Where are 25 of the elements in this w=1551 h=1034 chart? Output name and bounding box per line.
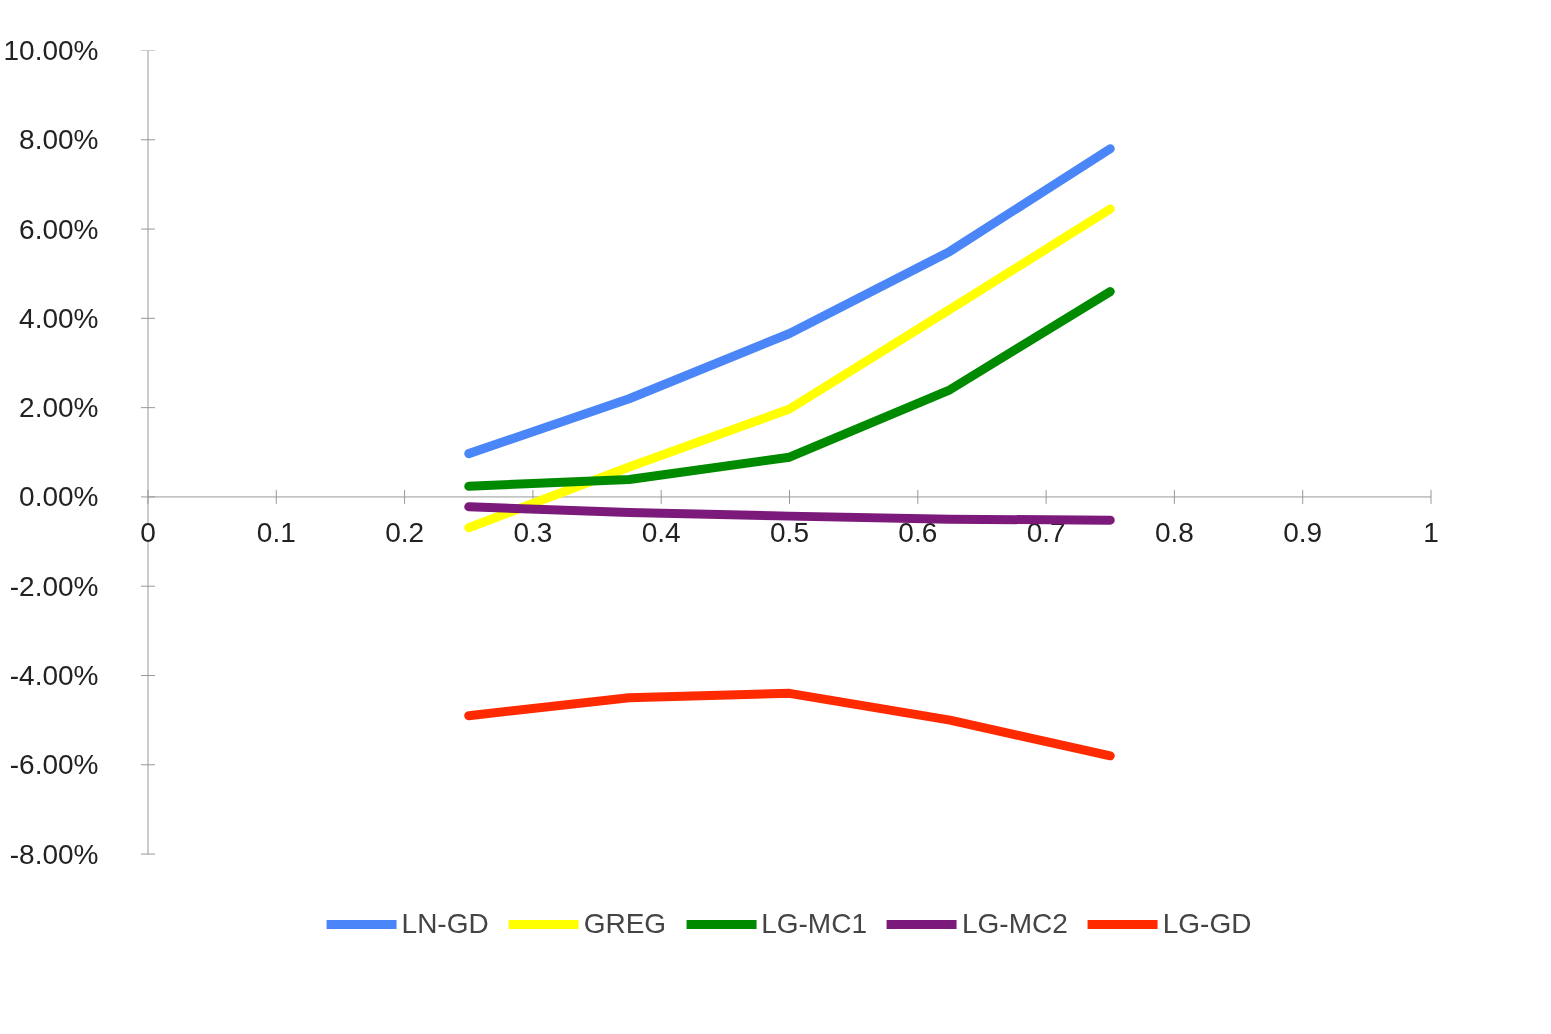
y-tick-label: -4.00%: [9, 660, 99, 691]
x-tick-label: 0.4: [641, 516, 681, 548]
x-tick-label: 0.6: [898, 516, 938, 548]
y-tick-label: -6.00%: [9, 749, 99, 781]
x-tick-label: 0: [140, 516, 156, 548]
y-tick-label: 0.00%: [19, 481, 99, 513]
y-tick-label: 6.00%: [19, 213, 99, 245]
y-tick-label: 8.00%: [19, 124, 99, 156]
x-tick-label: 0.3: [513, 516, 553, 548]
y-tick-label: 2.00%: [19, 392, 99, 424]
y-tick-label: -2.00%: [9, 570, 99, 602]
x-tick-label: 0.1: [256, 516, 296, 548]
x-tick-label: 0.2: [385, 516, 425, 548]
x-tick-label: 0.5: [770, 516, 809, 548]
y-tick-label: 4.00%: [19, 302, 99, 334]
y-tick-label: 10.00%: [3, 35, 99, 66]
legend-label: LG-MC1: [761, 908, 867, 940]
legend-label: LG-GD: [1162, 908, 1252, 940]
y-tick-label: -8.00%: [9, 838, 99, 870]
x-tick-label: 0.9: [1283, 516, 1323, 548]
x-tick-label: 1: [1423, 516, 1439, 548]
legend-label: LG-MC2: [961, 908, 1068, 940]
x-tick-label: 0.8: [1154, 516, 1194, 548]
legend-label: GREG: [583, 908, 667, 940]
legend-label: LN-GD: [401, 908, 489, 940]
